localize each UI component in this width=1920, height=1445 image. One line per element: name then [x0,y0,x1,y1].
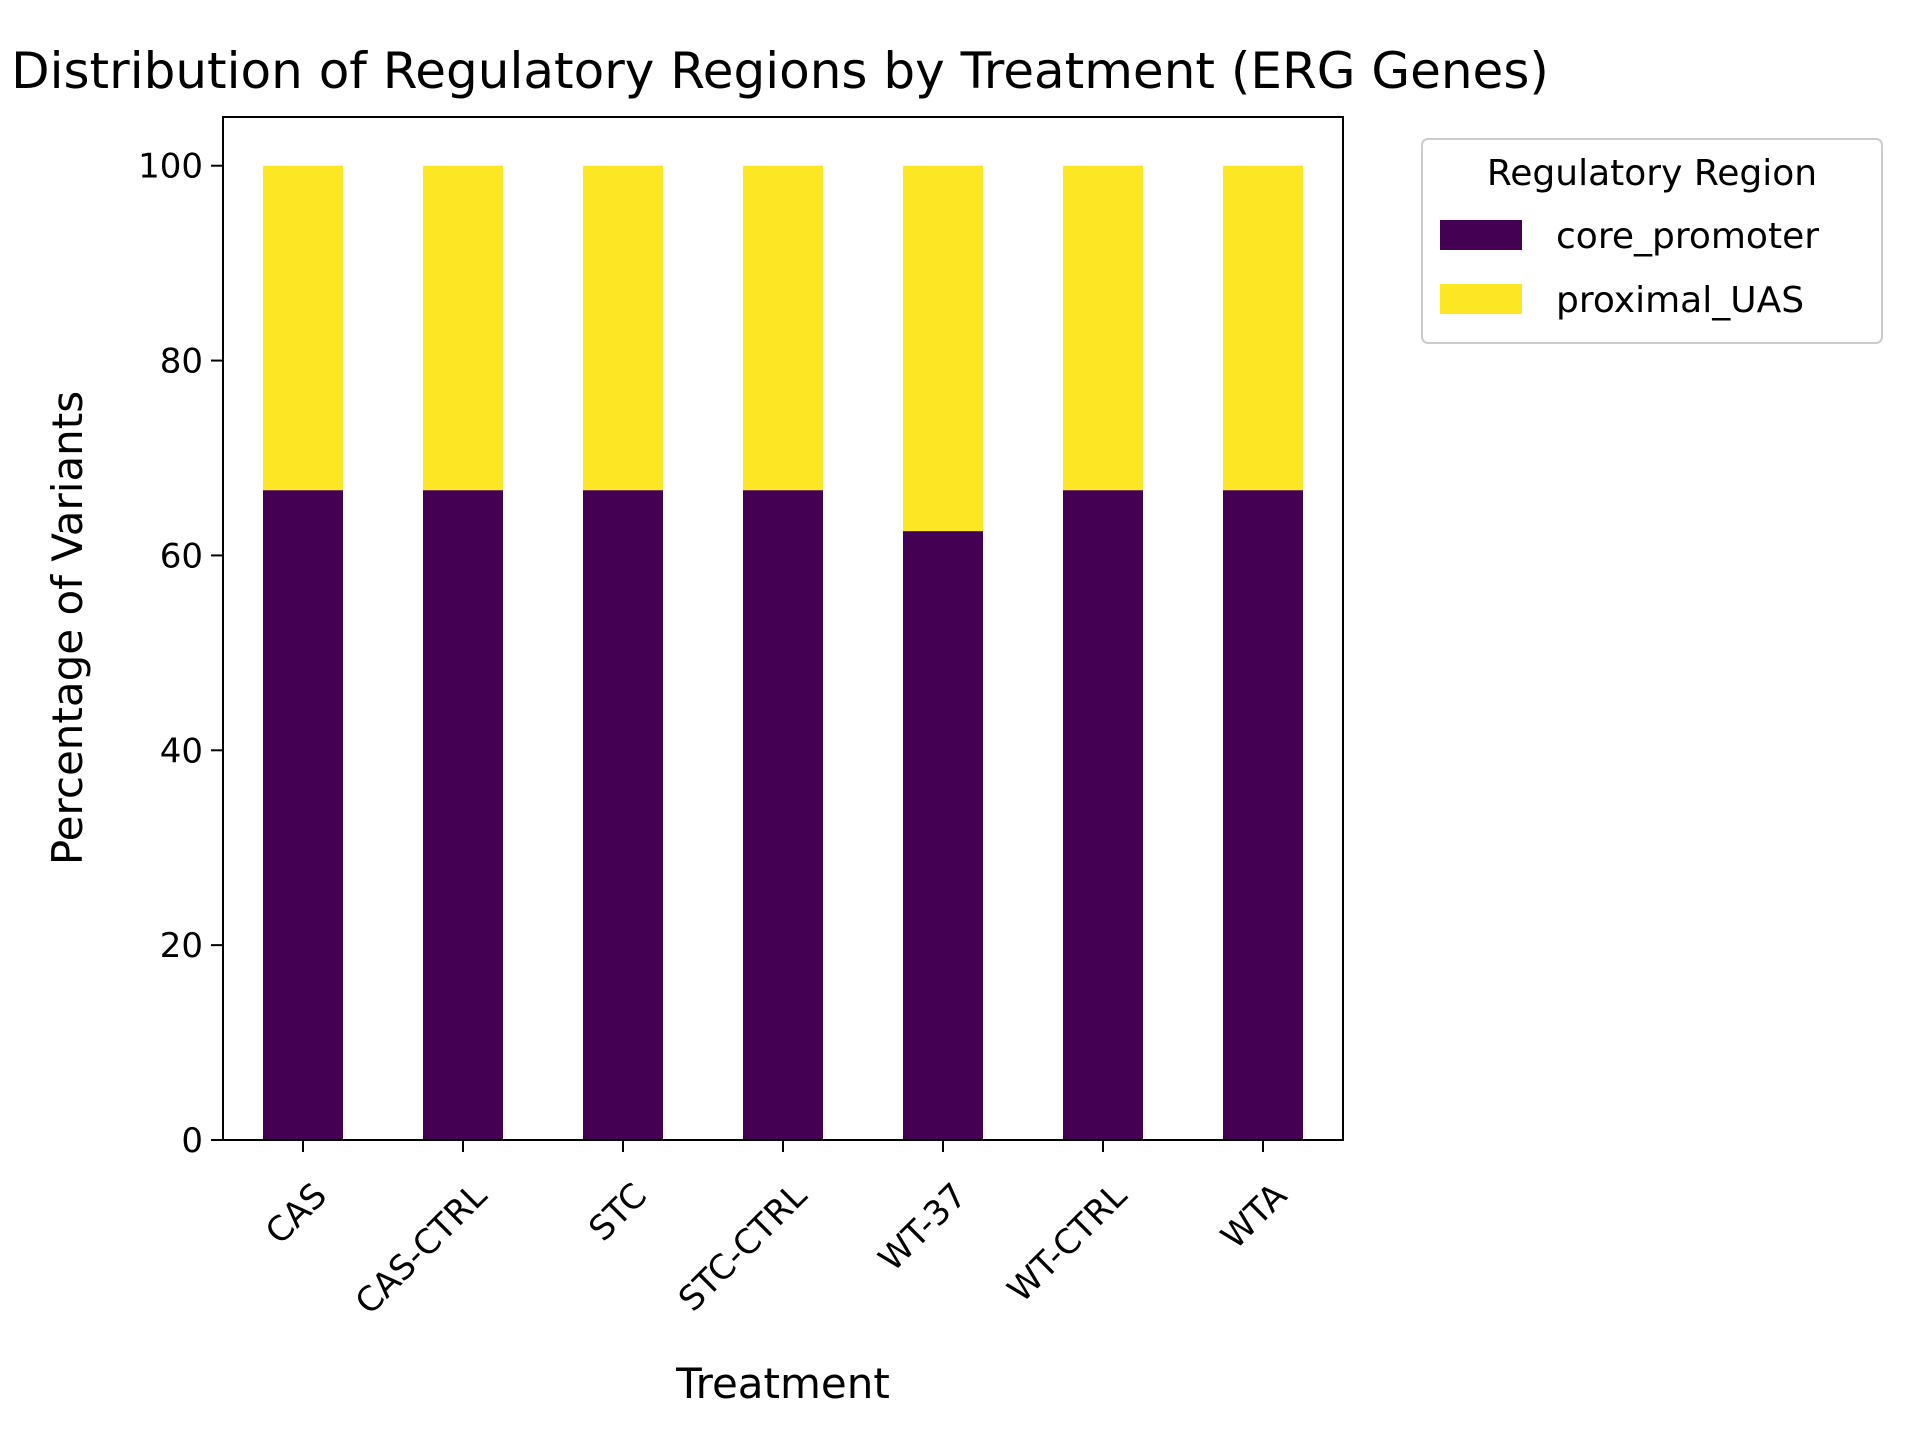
y-axis-label: Percentage of Variants [43,391,92,865]
x-tick-label: CAS [258,1176,335,1253]
y-tick-label: 60 [160,536,203,576]
bar-proximal-UAS-wt-37 [903,165,983,532]
x-axis-ticks: CAS CAS-CTRL STC STC-CTRL WT-37 WT-CTRL WTA [258,1140,1295,1323]
bar-proximal-UAS-wt-ctrl [1063,165,1143,491]
bar-core-promoter-wt-ctrl [1063,490,1143,1140]
legend: Regulatory Region core_promoter proximal_… [1421,138,1883,344]
bar-core-promoter-stc [583,490,663,1140]
legend-title: Regulatory Region [1487,153,1817,194]
bar-proximal-UAS-stc [583,165,663,491]
y-tick-label: 0 [181,1121,203,1161]
bar-core-promoter-stc-ctrl [743,490,823,1140]
legend-label-proximal-UAS: proximal_UAS [1556,280,1804,321]
x-tick-label: STC [581,1176,655,1250]
bar-proximal-UAS-stc-ctrl [743,165,823,491]
y-tick-label: 40 [160,731,203,771]
bar-proximal-UAS-cas [263,165,343,491]
bar-core-promoter-cas [263,490,343,1140]
legend-items: core_promoter proximal_UAS [1440,216,1819,321]
y-tick-label: 80 [160,342,203,382]
legend-swatch-core-promoter [1440,220,1522,250]
y-tick-label: 100 [138,147,203,187]
bar-proximal-UAS-cas-ctrl [423,165,503,491]
bar-core-promoter-wta [1223,490,1303,1140]
bar-proximal-UAS-wta [1223,165,1303,491]
x-axis-label: Treatment [675,1359,890,1408]
legend-swatch-proximal-UAS [1440,284,1522,314]
chart-title: Distribution of Regulatory Regions by Tr… [11,42,1549,100]
y-axis-ticks: 0 20 40 60 80 100 [138,147,223,1161]
x-tick-label: STC-CTRL [671,1176,815,1320]
x-tick-label: WTA [1214,1176,1295,1257]
legend-frame [1421,138,1883,344]
bar-core-promoter-wt-37 [903,531,983,1140]
bars-group [263,165,1303,1140]
x-tick-label: WT-37 [871,1176,975,1280]
plot-area-frame [222,116,1344,1141]
legend-label-core-promoter: core_promoter [1556,216,1819,257]
y-tick-label: 20 [160,926,203,966]
x-tick-label: WT-CTRL [1000,1176,1135,1311]
bar-core-promoter-cas-ctrl [423,490,503,1140]
x-tick-label: CAS-CTRL [348,1176,495,1323]
